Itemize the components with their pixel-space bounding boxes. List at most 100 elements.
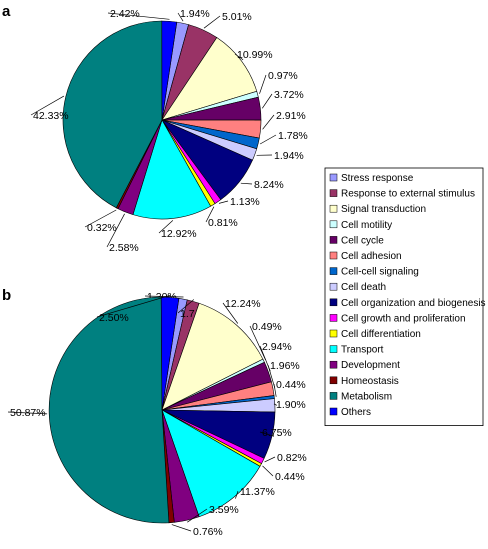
legend-swatch-1 xyxy=(329,189,338,197)
leader-line-b-13 xyxy=(171,524,192,532)
leader-line-b-10 xyxy=(262,465,274,477)
data-label-a-4: 3.72% xyxy=(274,89,304,101)
leader-line-b-0 xyxy=(144,295,184,298)
leader-line-b-1 xyxy=(177,299,195,314)
pie-slice-b-14 xyxy=(48,296,170,524)
pie-chart-b: 1.20%1.74%12.24%0.49%2.94%1.96%0.44%1.90… xyxy=(7,291,307,538)
legend-label-6: Cell-cell signaling xyxy=(341,267,419,278)
leader-line-a-3 xyxy=(259,74,267,94)
data-label-b-13: 0.76% xyxy=(193,526,223,538)
panel-label-b: b xyxy=(2,287,11,304)
leader-line-b-2 xyxy=(222,302,239,324)
legend-label-11: Transport xyxy=(341,345,384,356)
leader-line-b-7 xyxy=(273,403,278,406)
legend-swatch-2 xyxy=(329,204,338,213)
legend-label-12: Development xyxy=(341,360,400,371)
leader-line-a-14 xyxy=(30,95,65,116)
legend-swatch-15 xyxy=(329,407,338,416)
data-label-b-4: 2.94% xyxy=(262,341,292,353)
leader-line-a-6 xyxy=(259,134,277,145)
legend-label-14: Metabolism xyxy=(341,391,392,402)
leader-line-b-11 xyxy=(235,490,239,499)
legend-swatch-3 xyxy=(329,220,338,229)
legend-swatch-0 xyxy=(329,173,338,182)
legend-swatch-13 xyxy=(329,376,338,385)
leader-line-a-9 xyxy=(218,200,229,204)
leader-line-b-12 xyxy=(187,508,208,523)
legend-swatch-12 xyxy=(329,360,338,369)
legend-label-2: Signal transduction xyxy=(341,204,426,215)
leader-line-a-1 xyxy=(203,15,221,29)
legend-swatch-9 xyxy=(329,314,338,322)
legend-label-0: Stress response xyxy=(341,173,414,184)
leader-line-a-12 xyxy=(106,213,125,248)
pie-slice-a-15 xyxy=(161,20,178,121)
data-label-b-11: 11.37% xyxy=(240,486,275,498)
leader-line-a-15 xyxy=(107,12,170,20)
pie-slice-b-15 xyxy=(160,296,180,411)
legend-label-15: Others xyxy=(341,407,371,418)
legend-label-5: Cell adhesion xyxy=(341,251,402,262)
leader-line-a-11 xyxy=(158,220,174,234)
data-label-a-5: 2.91% xyxy=(276,110,306,122)
pie-slice-b-2 xyxy=(161,302,264,411)
leader-line-b-9 xyxy=(264,456,276,463)
legend-swatch-14 xyxy=(329,392,338,400)
data-label-b-5: 1.96% xyxy=(270,360,300,372)
data-label-a-2: 10.99% xyxy=(237,49,273,61)
legend-label-7: Cell death xyxy=(341,282,386,293)
legend-label-1: Response to external stimulus xyxy=(341,189,475,200)
legend-swatch-8 xyxy=(329,298,338,307)
data-label-b-2: 12.24% xyxy=(225,298,261,310)
data-label-a-7: 1.94% xyxy=(274,150,304,162)
legend-box xyxy=(324,167,484,427)
data-label-a-8: 8.24% xyxy=(254,179,284,191)
leader-line-a-10 xyxy=(205,206,215,223)
leader-line-a-13 xyxy=(84,209,117,228)
leader-line-a-4 xyxy=(262,93,273,109)
data-label-b-12: 3.59% xyxy=(209,504,239,516)
pie-slice-b-11 xyxy=(161,409,261,518)
pie-chart-a: 1.94% 5.01% 10.99% 0.97% 3.72% 2.91% 1.78% 1.94… xyxy=(30,8,308,254)
leader-line-b-3 xyxy=(249,325,266,360)
data-label-a-9: 1.13% xyxy=(230,196,260,208)
leader-line-a-0 xyxy=(177,12,184,22)
leader-line-b-14 xyxy=(7,411,48,415)
data-label-b-6: 0.44% xyxy=(276,379,306,391)
pie-slice-a-2 xyxy=(161,37,258,121)
pie-slice-a-11 xyxy=(132,119,212,220)
data-label-a-15: 2.42% xyxy=(110,8,140,20)
legend-swatch-7 xyxy=(329,282,338,291)
data-label-b-14: 50.87% xyxy=(10,407,46,419)
leader-line-b-8 xyxy=(259,431,275,437)
data-label-a-13: 0.32% xyxy=(87,222,117,234)
data-label-a-1: 5.01% xyxy=(222,11,252,23)
leader-line-a-2 xyxy=(234,53,244,61)
data-label-b-10: 0.44% xyxy=(275,471,305,483)
legend-label-8: Cell organization and biogenesis xyxy=(341,298,486,309)
leader-line-a-8 xyxy=(240,182,253,185)
legend-label-4: Cell cycle xyxy=(341,235,384,246)
data-label-a-0: 1.94% xyxy=(180,8,210,20)
leader-line-a-5 xyxy=(262,114,275,130)
pie-slice-a-14 xyxy=(62,20,163,209)
data-label-a-6: 1.78% xyxy=(278,130,308,142)
legend-swatch-11 xyxy=(329,345,338,353)
data-label-a-3: 0.97% xyxy=(268,70,298,82)
leader-line-b-6 xyxy=(273,383,277,397)
legend-swatch-10 xyxy=(329,329,338,338)
legend-label-9: Cell growth and proliferation xyxy=(341,313,466,324)
legend-label-10: Cell differentiation xyxy=(341,329,421,340)
legend: Stress response Response to external stim… xyxy=(324,167,486,427)
data-label-b-9: 0.82% xyxy=(277,452,307,464)
data-label-b-8: 6.75% xyxy=(262,427,292,439)
data-label-b-3: 0.49% xyxy=(252,321,282,333)
data-label-b-15: 2.50% xyxy=(99,312,129,324)
data-label-a-10: 0.81% xyxy=(208,217,238,229)
data-label-a-11: 12.92% xyxy=(161,228,197,240)
legend-swatch-4 xyxy=(329,236,338,244)
legend-swatch-6 xyxy=(329,267,338,275)
legend-label-3: Cell motility xyxy=(341,220,392,231)
leader-line-b-15 xyxy=(96,294,171,318)
